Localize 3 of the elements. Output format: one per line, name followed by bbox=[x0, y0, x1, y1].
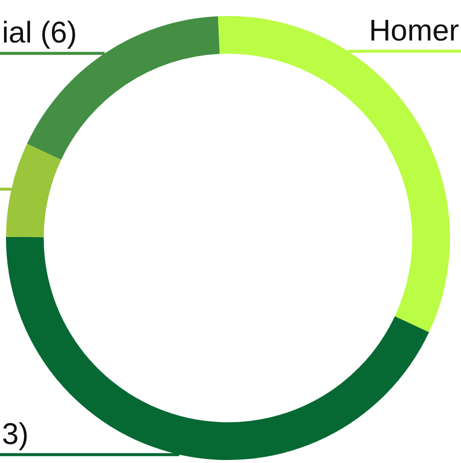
slice-label: Homer bbox=[368, 14, 460, 48]
slice-label: ial (6) bbox=[2, 16, 78, 50]
slice-label: 3) bbox=[2, 418, 29, 451]
